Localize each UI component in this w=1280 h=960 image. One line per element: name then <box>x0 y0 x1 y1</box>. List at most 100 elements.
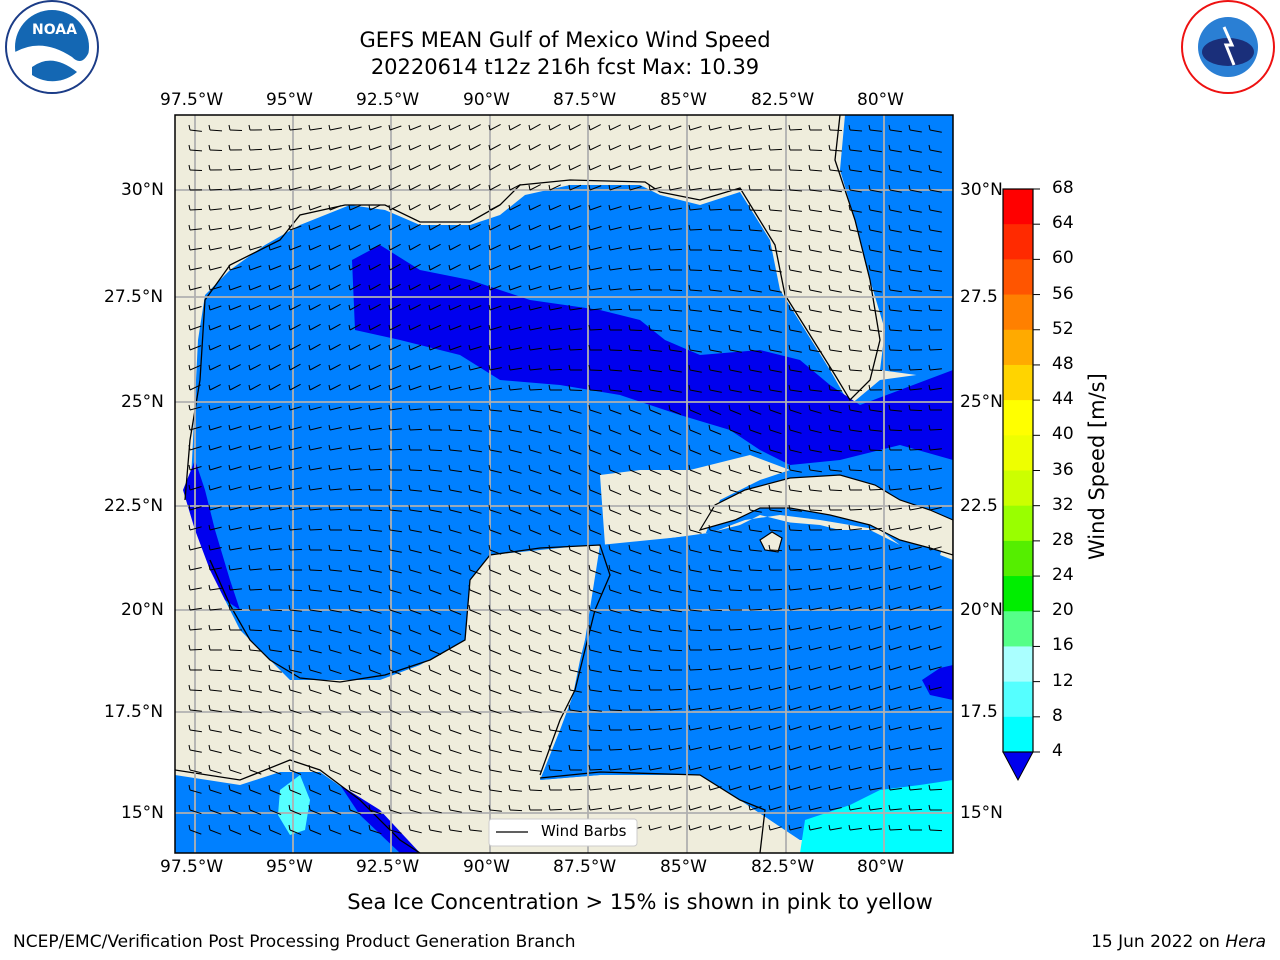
wind-barb-flag <box>728 464 731 471</box>
wind-barb <box>349 364 361 371</box>
wind-barb <box>449 489 462 493</box>
wind-barb-flag <box>428 584 431 591</box>
wind-barb <box>929 526 942 531</box>
lat-tick-left: 25°N <box>121 392 164 412</box>
wind-barb <box>209 769 222 774</box>
wind-barb-flag <box>588 604 591 611</box>
wind-barb <box>709 126 722 131</box>
wind-barb <box>349 447 362 451</box>
wind-barb <box>289 406 302 411</box>
wind-barb-flag <box>688 644 691 651</box>
wind-barb <box>209 129 223 132</box>
wind-barb-flag <box>848 224 851 231</box>
wind-barb-flag <box>688 724 691 731</box>
wind-barb-flag <box>588 184 591 191</box>
wind-barb <box>669 649 683 652</box>
wind-barb <box>289 548 303 551</box>
wind-barb <box>449 709 462 715</box>
wind-barb <box>369 769 382 775</box>
wind-barb-flag <box>228 524 231 531</box>
wind-barb-flag <box>768 264 771 271</box>
wind-barb-flag <box>348 484 351 491</box>
wind-barb-flag <box>768 544 771 551</box>
wind-barb-flag <box>328 304 331 311</box>
wind-barb-flag <box>328 604 331 611</box>
wind-barb <box>769 349 782 353</box>
wind-barb-flag <box>208 184 211 191</box>
wind-barb-flag <box>408 264 411 271</box>
wind-barb <box>669 125 682 131</box>
wind-barb-flag <box>428 784 431 791</box>
wind-barb <box>689 269 703 271</box>
wind-barb-flag <box>268 144 271 151</box>
wind-barb <box>309 528 323 531</box>
wind-barb-flag <box>648 324 651 331</box>
wind-barb-flag <box>448 364 451 371</box>
wind-barb <box>709 349 722 353</box>
wind-barb <box>789 349 802 353</box>
wind-barb-flag <box>448 224 451 231</box>
wind-barb-flag <box>528 124 531 131</box>
wind-barb-flag <box>568 744 571 751</box>
wind-barb <box>329 427 342 431</box>
wind-barb-flag <box>908 824 911 831</box>
wind-barb-flag <box>628 344 631 351</box>
wind-barb-flag <box>408 324 411 331</box>
wind-barb <box>469 529 482 535</box>
wind-barb-flag <box>888 364 891 371</box>
wind-barb-flag <box>428 664 431 671</box>
wind-barb <box>909 686 922 691</box>
wind-barb <box>429 609 442 615</box>
wind-barb <box>209 466 222 471</box>
wind-barb <box>709 589 722 592</box>
wind-barb <box>789 329 802 333</box>
wind-barb <box>569 328 582 331</box>
wind-barb-flag <box>628 404 631 411</box>
wind-barb-flag <box>808 444 811 451</box>
wind-barb-flag <box>628 364 631 371</box>
wind-barb-flag <box>788 484 791 491</box>
wind-barb-flag <box>348 464 351 471</box>
wind-barb <box>889 646 902 651</box>
wind-barb-flag <box>908 684 911 691</box>
wind-barb-flag <box>328 584 331 591</box>
wind-barb-flag <box>588 224 591 231</box>
wind-barb <box>609 369 623 372</box>
wind-barb <box>729 826 742 831</box>
wind-barb <box>249 446 262 451</box>
wind-barb <box>929 727 942 731</box>
wind-barb <box>669 349 682 353</box>
colorbar <box>1003 188 1040 753</box>
wind-barb-flag <box>668 784 671 791</box>
wind-barb <box>209 729 222 733</box>
wind-barb <box>469 749 482 754</box>
wind-barb-flag <box>488 504 491 511</box>
wind-barb-flag <box>448 784 451 791</box>
wind-barb <box>609 748 623 751</box>
wind-barb-flag <box>668 604 671 611</box>
wind-barb <box>489 629 502 636</box>
wind-barb <box>389 669 402 675</box>
wind-barb-flag <box>828 784 831 791</box>
wind-barb-flag <box>408 444 411 451</box>
wind-barb <box>749 329 762 333</box>
wind-barb-flag <box>588 644 591 651</box>
moderate-wind-pacific <box>278 775 310 835</box>
wind-barb <box>409 829 422 834</box>
wind-barb-flag <box>188 164 191 171</box>
wind-barb-flag <box>208 364 211 371</box>
wind-barb-flag <box>548 204 551 211</box>
wind-barb <box>789 666 802 671</box>
wind-barb <box>749 369 762 373</box>
wind-barb <box>689 746 702 751</box>
wind-barb <box>449 669 462 676</box>
wind-barb <box>369 165 382 171</box>
wind-barb-flag <box>868 164 871 171</box>
wind-barb-flag <box>188 364 191 371</box>
lon-tick-bottom: 80°W <box>857 857 904 877</box>
wind-barb <box>269 187 282 191</box>
wind-barb-flag <box>208 204 211 211</box>
wind-barb-flag <box>728 744 731 751</box>
wind-barb <box>749 529 762 533</box>
wind-barb <box>669 389 682 393</box>
